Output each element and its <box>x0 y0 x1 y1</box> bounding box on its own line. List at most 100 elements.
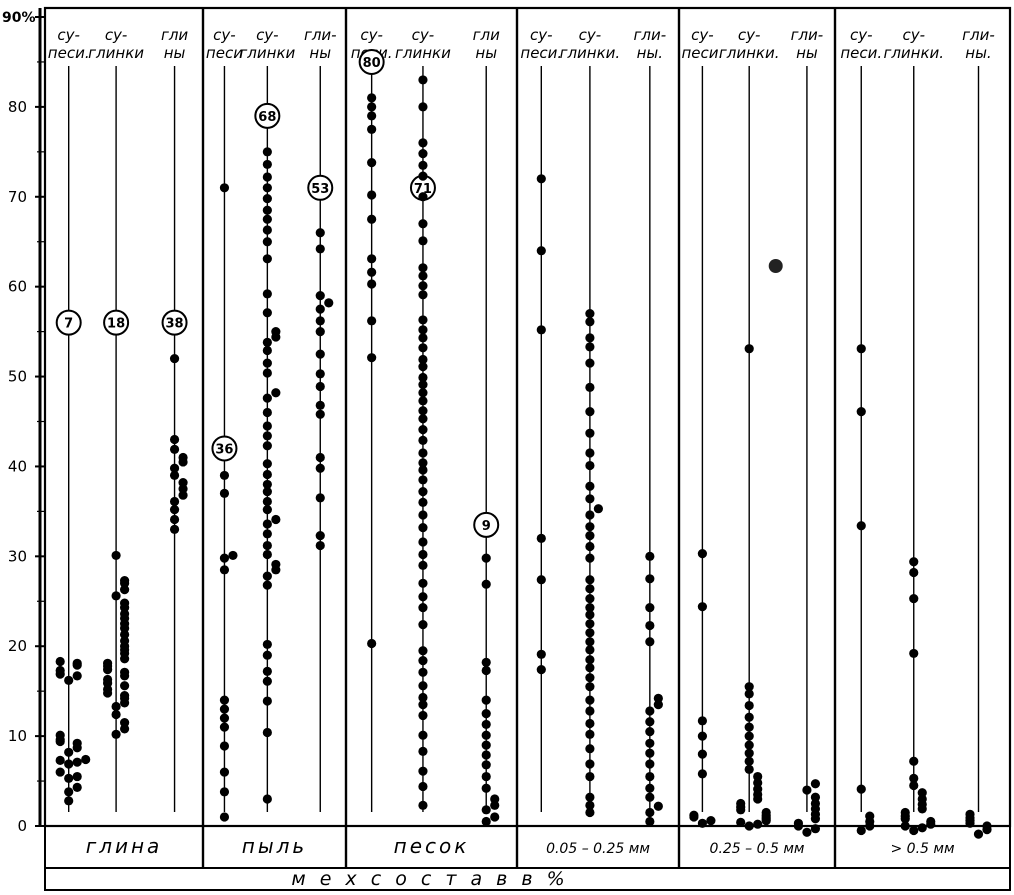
data-point <box>64 675 74 685</box>
data-point <box>585 522 595 532</box>
data-point <box>418 263 428 273</box>
data-point <box>418 435 428 445</box>
column-header-label: ны <box>309 44 331 62</box>
data-point <box>262 540 272 551</box>
data-point <box>418 656 428 666</box>
data-point <box>219 565 230 575</box>
column-header-label: су- <box>256 26 279 44</box>
column-header-label: су- <box>360 26 383 44</box>
data-point <box>178 484 188 494</box>
footer-labels: глина пыль песок 0.05 – 0.25 мм 0.25 – 0.5 м… <box>86 834 955 890</box>
data-point <box>315 400 325 410</box>
data-point <box>169 496 180 507</box>
data-point <box>418 406 428 416</box>
data-point <box>418 602 428 613</box>
data-point <box>72 658 82 668</box>
data-point <box>262 676 272 686</box>
data-point <box>219 183 230 193</box>
sample-count-circle <box>161 309 188 336</box>
sample-count-label: 80 <box>363 56 381 71</box>
data-point <box>490 794 500 804</box>
plot-border <box>43 6 1012 828</box>
y-tick-label: 0 <box>17 817 27 835</box>
data-point <box>262 496 272 507</box>
data-point <box>697 769 708 779</box>
data-point <box>585 800 595 810</box>
data-point <box>178 478 188 488</box>
data-point <box>744 712 754 722</box>
sample-count-circle <box>473 511 500 538</box>
data-point <box>753 784 763 794</box>
data-point <box>965 809 975 819</box>
column-header-label: су- <box>530 26 553 44</box>
sample-count-label: 38 <box>166 317 184 332</box>
data-point <box>72 757 82 767</box>
data-point <box>315 327 325 337</box>
data-point <box>653 801 663 811</box>
data-point <box>262 650 272 660</box>
data-point <box>103 658 113 668</box>
data-point <box>418 414 428 424</box>
data-point <box>585 448 595 458</box>
sample-count-circle <box>103 309 130 336</box>
data-point <box>536 533 546 543</box>
data-point <box>120 598 130 608</box>
data-point <box>481 719 491 730</box>
data-point <box>315 349 325 359</box>
y-tick-label: 20 <box>8 637 27 655</box>
data-point <box>810 792 821 802</box>
data-point <box>744 821 754 831</box>
data-point <box>856 784 866 794</box>
data-point <box>262 254 272 264</box>
data-point <box>917 788 927 798</box>
data-point <box>736 798 746 809</box>
sample-count-label: 18 <box>107 317 125 332</box>
data-point <box>744 731 754 741</box>
data-point <box>120 718 130 728</box>
column-header-label: глинки. <box>719 44 780 62</box>
data-point <box>481 579 491 589</box>
data-point <box>585 673 595 683</box>
data-point <box>178 490 188 500</box>
group-label: 0.25 – 0.5 мм <box>710 841 805 857</box>
y-axis: 0 10 20 30 40 50 60 70 80 90% <box>2 8 45 835</box>
data-point <box>418 487 428 497</box>
data-point <box>744 700 754 711</box>
y-unit-label: 90% <box>2 10 36 26</box>
data-point <box>418 290 428 300</box>
data-point <box>262 479 272 490</box>
data-point <box>856 521 866 531</box>
column-header-label: ны <box>796 44 818 62</box>
data-point <box>645 783 655 793</box>
data-point <box>219 741 230 751</box>
data-point <box>736 817 746 828</box>
data-point <box>481 771 491 782</box>
data-point <box>900 821 910 831</box>
data-point <box>111 701 121 712</box>
data-point <box>418 102 428 112</box>
data-point <box>585 729 595 739</box>
data-point <box>744 740 754 750</box>
data-point <box>645 792 655 802</box>
data-point <box>536 649 546 659</box>
data-point <box>55 767 65 777</box>
data-point <box>585 481 595 491</box>
column-header-label: гли <box>473 26 500 44</box>
sample-count-circle <box>55 309 82 336</box>
column-header-label: су- <box>57 26 80 44</box>
column-header-label: песи. <box>48 44 90 62</box>
data-point <box>418 592 428 602</box>
data-point <box>744 748 754 758</box>
data-point <box>744 722 754 732</box>
data-point <box>219 787 230 797</box>
data-point <box>856 825 866 836</box>
data-point <box>481 750 491 760</box>
data-point <box>120 629 130 640</box>
data-point <box>585 792 595 802</box>
data-point <box>585 771 595 782</box>
data-point <box>697 731 708 741</box>
data-point <box>481 760 491 770</box>
data-point <box>219 713 230 723</box>
data-point <box>262 696 272 706</box>
data-point <box>103 674 113 685</box>
